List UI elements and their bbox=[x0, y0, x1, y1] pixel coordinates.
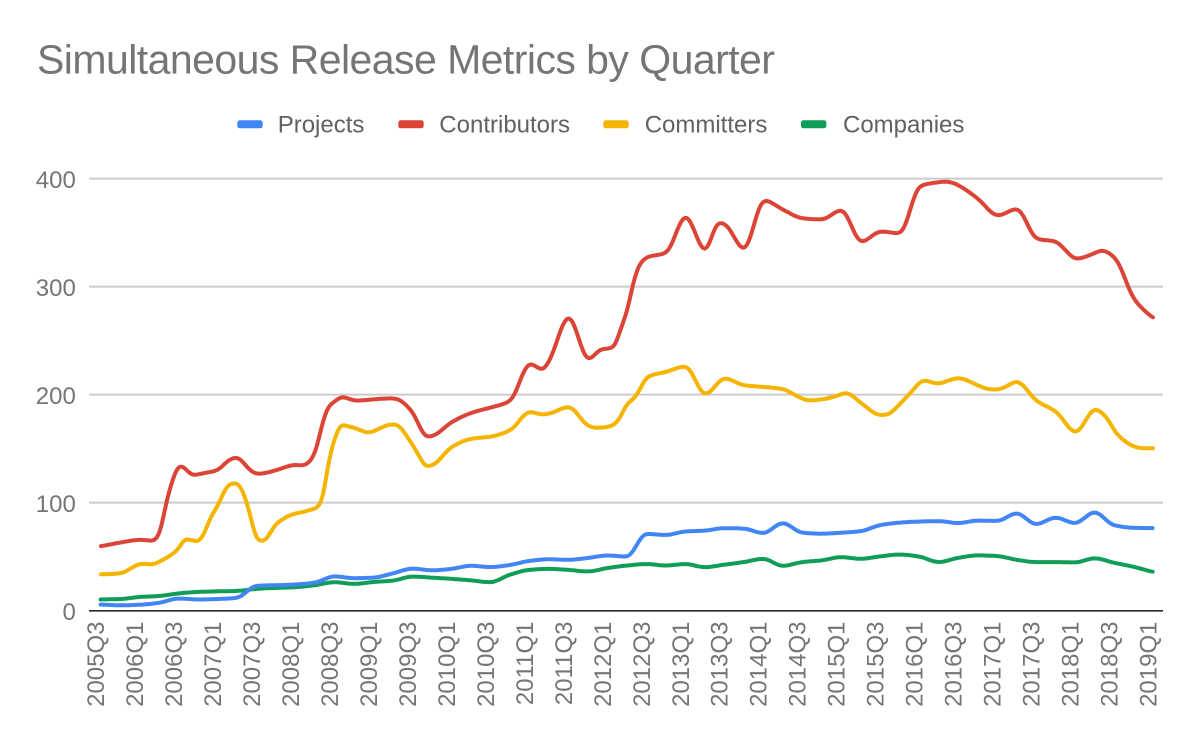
svg-text:400: 400 bbox=[36, 167, 76, 194]
svg-text:2006Q3: 2006Q3 bbox=[161, 622, 188, 707]
svg-text:2014Q1: 2014Q1 bbox=[746, 622, 773, 707]
svg-text:100: 100 bbox=[36, 491, 76, 518]
svg-text:2015Q1: 2015Q1 bbox=[824, 622, 851, 707]
svg-text:2006Q1: 2006Q1 bbox=[122, 622, 149, 707]
svg-text:2007Q3: 2007Q3 bbox=[239, 622, 266, 707]
svg-text:2017Q3: 2017Q3 bbox=[1019, 622, 1046, 707]
svg-text:2018Q3: 2018Q3 bbox=[1097, 622, 1124, 707]
svg-text:2017Q1: 2017Q1 bbox=[980, 622, 1007, 707]
svg-text:2016Q1: 2016Q1 bbox=[902, 622, 929, 707]
svg-text:2012Q1: 2012Q1 bbox=[590, 622, 617, 707]
svg-text:2005Q3: 2005Q3 bbox=[83, 622, 110, 707]
svg-text:2012Q3: 2012Q3 bbox=[629, 622, 656, 707]
svg-text:300: 300 bbox=[36, 275, 76, 302]
svg-text:2009Q3: 2009Q3 bbox=[395, 622, 422, 707]
svg-text:2014Q3: 2014Q3 bbox=[785, 622, 812, 707]
svg-text:Committers: Committers bbox=[645, 111, 768, 138]
svg-text:2007Q1: 2007Q1 bbox=[200, 622, 227, 707]
svg-text:2016Q3: 2016Q3 bbox=[941, 622, 968, 707]
svg-text:Simultaneous Release Metrics b: Simultaneous Release Metrics by Quarter bbox=[37, 37, 774, 83]
svg-text:2008Q3: 2008Q3 bbox=[317, 622, 344, 707]
svg-text:2011Q1: 2011Q1 bbox=[512, 622, 539, 706]
svg-text:200: 200 bbox=[36, 383, 76, 410]
svg-text:2015Q3: 2015Q3 bbox=[863, 622, 890, 707]
svg-text:2008Q1: 2008Q1 bbox=[278, 622, 305, 707]
svg-text:2010Q1: 2010Q1 bbox=[434, 622, 461, 707]
svg-text:2013Q3: 2013Q3 bbox=[707, 622, 734, 707]
svg-text:2011Q3: 2011Q3 bbox=[551, 622, 578, 706]
svg-text:2009Q1: 2009Q1 bbox=[356, 622, 383, 707]
svg-text:2019Q1: 2019Q1 bbox=[1136, 622, 1163, 707]
svg-text:0: 0 bbox=[62, 599, 75, 626]
svg-text:2010Q3: 2010Q3 bbox=[473, 622, 500, 707]
svg-text:2013Q1: 2013Q1 bbox=[668, 622, 695, 707]
svg-text:Contributors: Contributors bbox=[439, 111, 570, 138]
svg-text:Projects: Projects bbox=[278, 111, 365, 138]
svg-text:2018Q1: 2018Q1 bbox=[1058, 622, 1085, 707]
svg-text:Companies: Companies bbox=[843, 111, 964, 138]
